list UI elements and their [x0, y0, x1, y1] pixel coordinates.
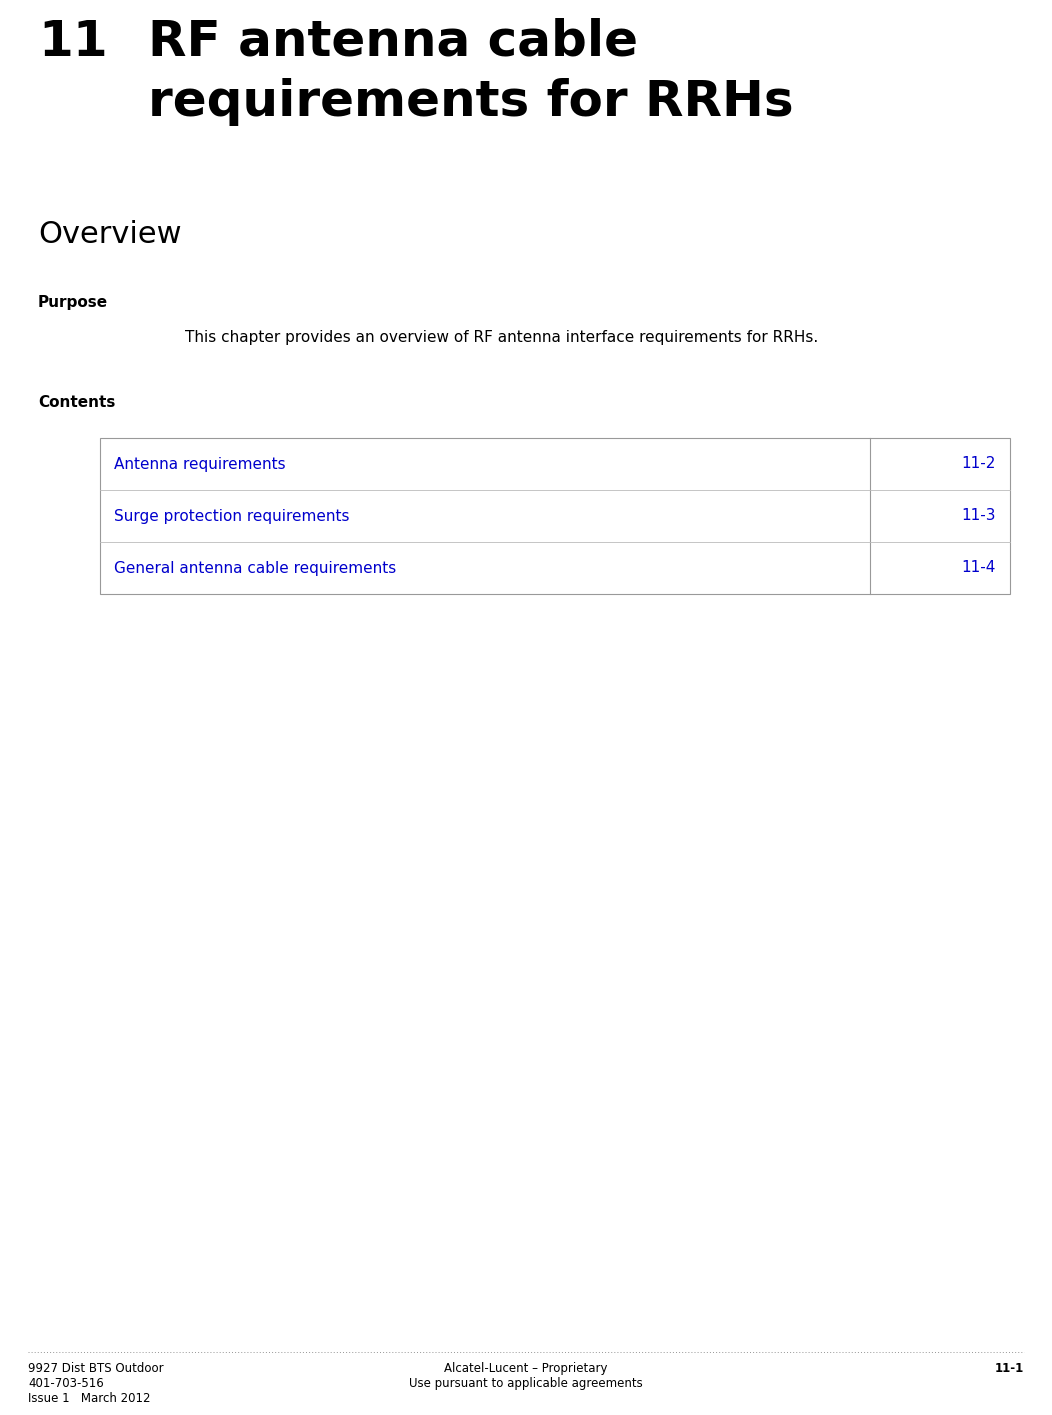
Text: Surge protection requirements: Surge protection requirements	[114, 508, 349, 524]
Text: Use pursuant to applicable agreements: Use pursuant to applicable agreements	[409, 1377, 643, 1390]
Text: General antenna cable requirements: General antenna cable requirements	[114, 560, 397, 576]
Text: Antenna requirements: Antenna requirements	[114, 457, 286, 471]
Text: 11-1: 11-1	[995, 1363, 1024, 1375]
Text: 9927 Dist BTS Outdoor: 9927 Dist BTS Outdoor	[28, 1363, 164, 1375]
Text: Issue 1   March 2012: Issue 1 March 2012	[28, 1392, 150, 1405]
Text: requirements for RRHs: requirements for RRHs	[148, 78, 793, 126]
Text: This chapter provides an overview of RF antenna interface requirements for RRHs.: This chapter provides an overview of RF …	[185, 330, 818, 345]
Text: Contents: Contents	[38, 395, 116, 410]
Bar	[100, 439, 1010, 594]
Text: Alcatel-Lucent – Proprietary: Alcatel-Lucent – Proprietary	[444, 1363, 608, 1375]
Text: 11-4: 11-4	[962, 560, 996, 576]
Text: 11-2: 11-2	[962, 457, 996, 471]
Text: 11: 11	[38, 18, 107, 67]
Text: RF antenna cable: RF antenna cable	[148, 18, 638, 67]
Text: Purpose: Purpose	[38, 294, 108, 310]
Text: 401-703-516: 401-703-516	[28, 1377, 104, 1390]
Text: 11-3: 11-3	[962, 508, 996, 524]
Text: Overview: Overview	[38, 219, 182, 249]
